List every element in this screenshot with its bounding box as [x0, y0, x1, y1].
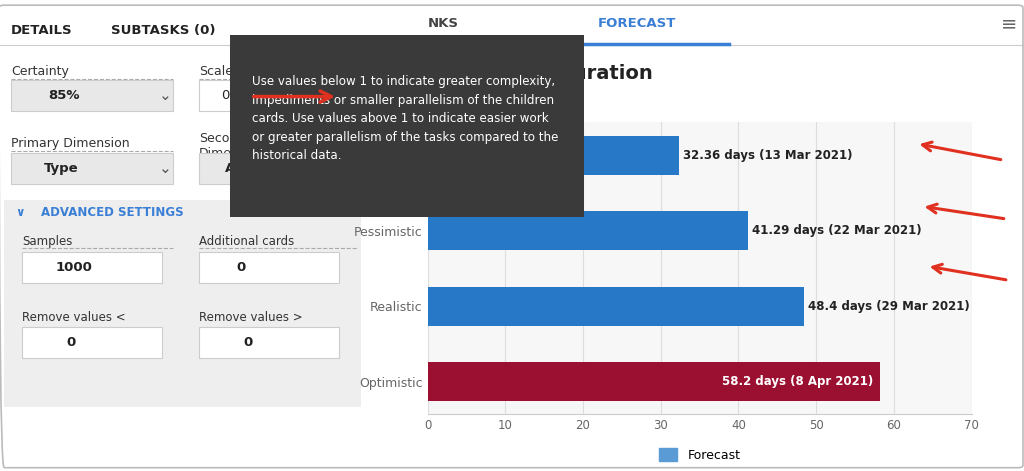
- FancyBboxPatch shape: [11, 153, 173, 184]
- Text: 0.7: 0.7: [221, 89, 243, 102]
- FancyBboxPatch shape: [23, 252, 162, 283]
- Text: FORECAST: FORECAST: [598, 17, 677, 30]
- Text: Remove values >: Remove values >: [199, 311, 303, 325]
- Text: 1000: 1000: [55, 260, 92, 274]
- Text: 32.36 days (13 Mar 2021): 32.36 days (13 Mar 2021): [683, 149, 852, 162]
- Text: 41.29 days (22 Mar 2021): 41.29 days (22 Mar 2021): [753, 224, 922, 237]
- FancyBboxPatch shape: [199, 252, 339, 283]
- Text: ⌄: ⌄: [159, 161, 171, 176]
- Text: 0: 0: [67, 336, 76, 349]
- Text: SUBTASKS (0): SUBTASKS (0): [111, 24, 215, 37]
- Text: ⌄: ⌄: [159, 88, 171, 103]
- Text: Use values below 1 to indicate greater complexity,
impediments or smaller parall: Use values below 1 to indicate greater c…: [252, 75, 558, 162]
- Text: Additional cards: Additional cards: [199, 235, 294, 248]
- FancyBboxPatch shape: [199, 153, 357, 184]
- Text: 0: 0: [236, 260, 245, 274]
- Text: NKS: NKS: [428, 17, 459, 30]
- FancyBboxPatch shape: [199, 80, 339, 111]
- Text: DETAILS: DETAILS: [11, 24, 73, 37]
- FancyBboxPatch shape: [11, 80, 173, 111]
- Bar: [428, 211, 749, 251]
- Text: Primary Dimension: Primary Dimension: [11, 137, 130, 150]
- Text: Assignee: Assignee: [225, 162, 293, 175]
- FancyBboxPatch shape: [199, 327, 339, 358]
- Legend: Forecast: Forecast: [653, 443, 745, 467]
- Text: ADVANCED SETTINGS: ADVANCED SETTINGS: [41, 206, 183, 219]
- Text: Secondary: Secondary: [199, 132, 265, 146]
- Text: ∨: ∨: [14, 206, 25, 219]
- Text: Dimension: Dimension: [199, 146, 265, 160]
- Text: 0: 0: [244, 336, 253, 349]
- Text: Certainty: Certainty: [11, 65, 69, 78]
- Text: Samples: Samples: [23, 235, 73, 248]
- FancyBboxPatch shape: [4, 200, 361, 407]
- Text: 85%: 85%: [48, 89, 80, 102]
- Text: Type: Type: [44, 162, 79, 175]
- FancyBboxPatch shape: [23, 327, 162, 358]
- Bar: [428, 362, 880, 401]
- Text: 48.4 days (29 Mar 2021): 48.4 days (29 Mar 2021): [808, 300, 970, 313]
- Text: Forecasted Duration: Forecasted Duration: [428, 64, 652, 82]
- Text: ≡: ≡: [1001, 14, 1018, 33]
- Text: ⌄: ⌄: [343, 161, 355, 176]
- Text: 58.2 days (8 Apr 2021): 58.2 days (8 Apr 2021): [722, 375, 873, 388]
- FancyBboxPatch shape: [216, 28, 598, 224]
- Text: Remove values <: Remove values <: [23, 311, 126, 325]
- Bar: [428, 136, 679, 175]
- Bar: [428, 286, 804, 326]
- Text: Scale: Scale: [199, 65, 233, 78]
